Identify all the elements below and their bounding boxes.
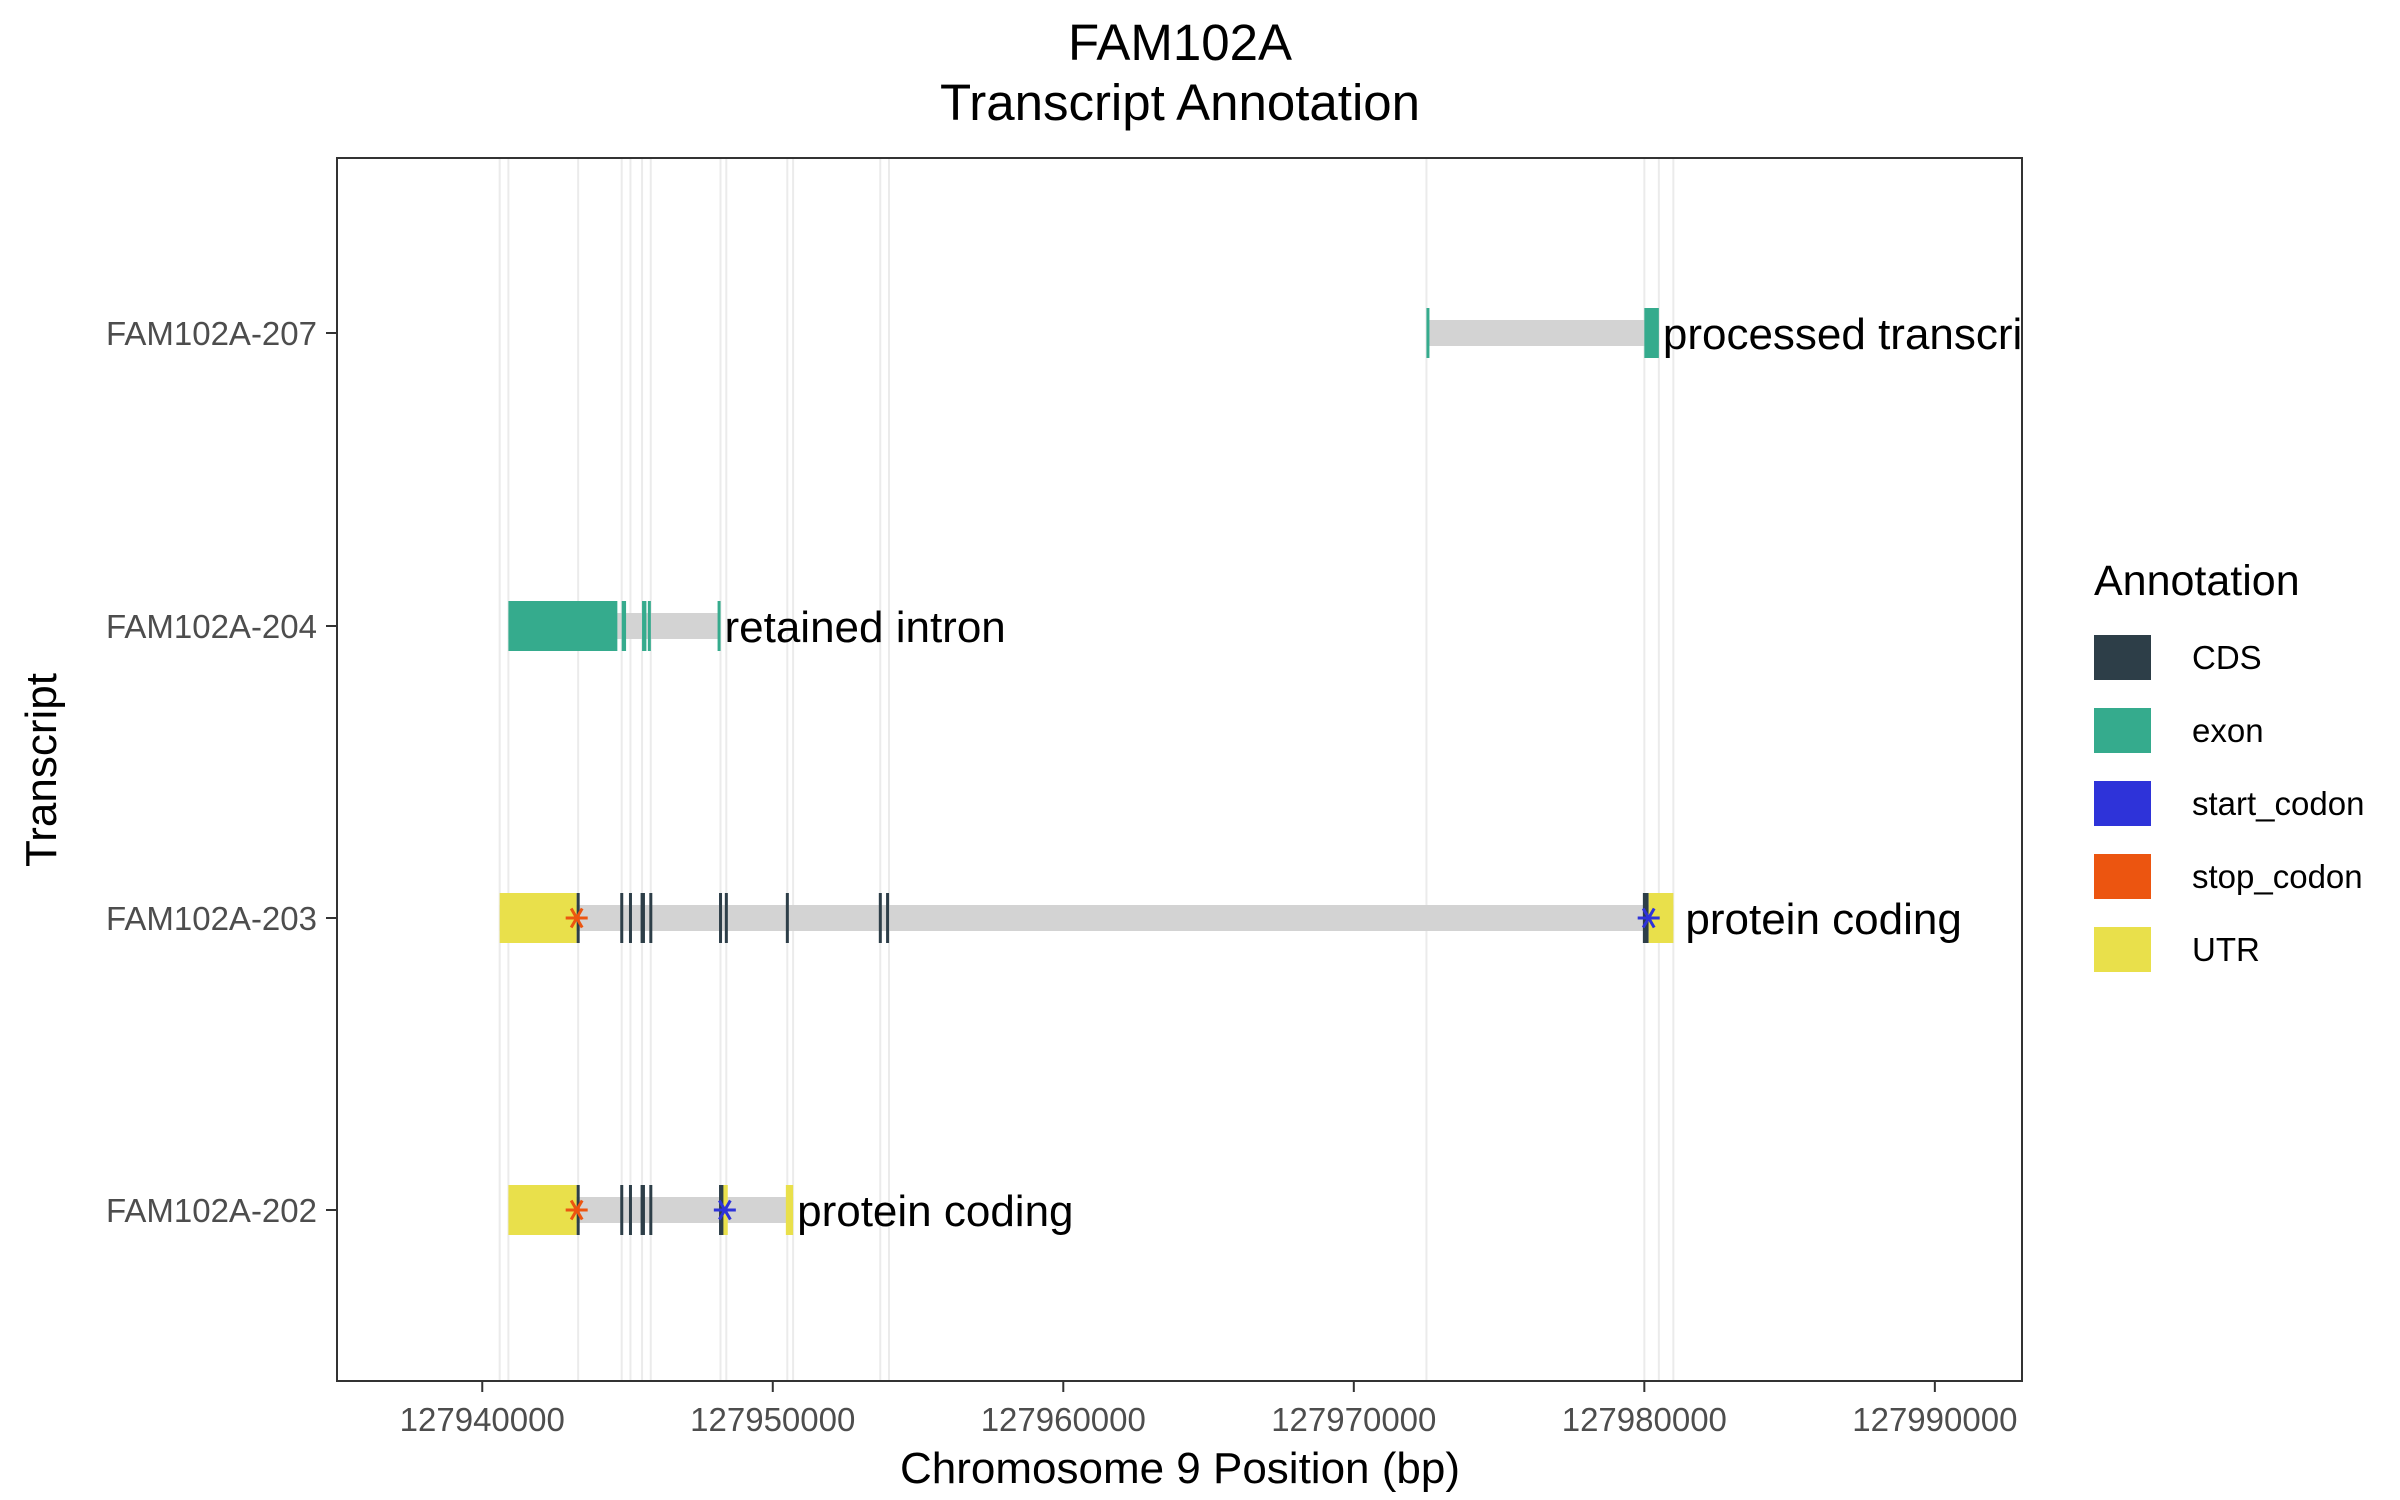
transcript-track: protein coding [499, 893, 1962, 944]
cds-segment [628, 1185, 632, 1235]
cds-segment [620, 893, 624, 943]
cds-segment [649, 893, 653, 943]
y-axis-title: Transcript [17, 673, 66, 867]
x-tick-label: 127980000 [1562, 1401, 1727, 1438]
x-tick-label: 127950000 [690, 1401, 855, 1438]
legend-title: Annotation [2094, 557, 2300, 605]
stop-codon-marker [565, 907, 588, 929]
y-tick-label: FAM102A-202 [106, 1192, 317, 1229]
x-tick-label: 127970000 [1271, 1401, 1436, 1438]
x-axis-title: Chromosome 9 Position (bp) [900, 1444, 1460, 1493]
legend-swatch [2094, 854, 2151, 899]
plot-panel-border [336, 157, 2023, 1382]
chart-title: FAM102A Transcript Annotation [940, 14, 1420, 131]
intron-backbone [499, 905, 1674, 931]
y-tick-label: FAM102A-207 [106, 315, 317, 352]
transcript-track: protein coding [508, 1185, 1074, 1236]
cds-segment [886, 893, 890, 943]
x-tick-label: 127990000 [1852, 1401, 2017, 1438]
start-codon-marker [713, 1199, 736, 1221]
transcript-tracks: processed transcript retained intron prote… [499, 308, 2059, 1236]
biotype-label: retained intron [724, 603, 1005, 652]
cds-segment [785, 893, 789, 943]
legend-label: start_codon [2192, 785, 2364, 822]
exon-segment [642, 601, 647, 651]
chart-title-line-2: Transcript Annotation [940, 74, 1420, 131]
exon-segment [621, 601, 627, 651]
utr-segment [785, 1185, 794, 1235]
marker-stroke [569, 1199, 584, 1221]
x-tick-label: 127960000 [981, 1401, 1146, 1438]
exon-segment [508, 601, 618, 651]
cds-segment [620, 1185, 624, 1235]
exon-segment [1426, 308, 1430, 358]
stop-codon-marker [565, 1199, 588, 1221]
transcript-track: processed transcript [1426, 308, 2059, 359]
cds-segment [649, 1185, 653, 1235]
x-axis: 127940000 127950000 127960000 127970000 1279… [400, 1381, 2017, 1438]
cds-segment [724, 893, 728, 943]
legend: Annotation CDS exon start_codon stop_codon U… [2094, 557, 2364, 972]
legend-swatch [2094, 781, 2151, 826]
marker-stroke [569, 907, 584, 929]
legend-swatch [2094, 708, 2151, 753]
chart-title-line-1: FAM102A [1068, 14, 1292, 71]
biotype-label: protein coding [1685, 895, 1961, 944]
cds-segment [719, 893, 723, 943]
cds-segment [878, 893, 882, 943]
legend-label: CDS [2192, 639, 2262, 676]
marker-stroke [1641, 907, 1656, 929]
utr-segment [508, 1185, 577, 1235]
transcript-track: retained intron [508, 601, 1006, 652]
cds-segment [640, 1185, 645, 1235]
legend-label: UTR [2192, 931, 2260, 968]
biotype-label: protein coding [797, 1187, 1073, 1236]
y-tick-label: FAM102A-204 [106, 608, 317, 645]
y-axis: FAM102A-207 FAM102A-204 FAM102A-203 FAM102A… [106, 315, 337, 1229]
utr-segment [499, 893, 577, 943]
cds-segment [628, 893, 632, 943]
cds-segment [640, 893, 645, 943]
start-codon-marker [1637, 907, 1660, 929]
vertical-gridlines [498, 158, 1675, 1381]
y-tick-label: FAM102A-203 [106, 900, 317, 937]
legend-label: stop_codon [2192, 858, 2363, 895]
legend-swatch [2094, 927, 2151, 972]
legend-label: exon [2192, 712, 2264, 749]
x-tick-label: 127940000 [400, 1401, 565, 1438]
legend-swatch [2094, 635, 2151, 680]
exon-segment [1644, 308, 1659, 358]
exon-segment [717, 601, 721, 651]
intron-backbone [1426, 320, 1659, 346]
marker-stroke [718, 1199, 732, 1221]
exon-segment [647, 601, 651, 651]
biotype-label: processed transcript [1663, 310, 2059, 359]
